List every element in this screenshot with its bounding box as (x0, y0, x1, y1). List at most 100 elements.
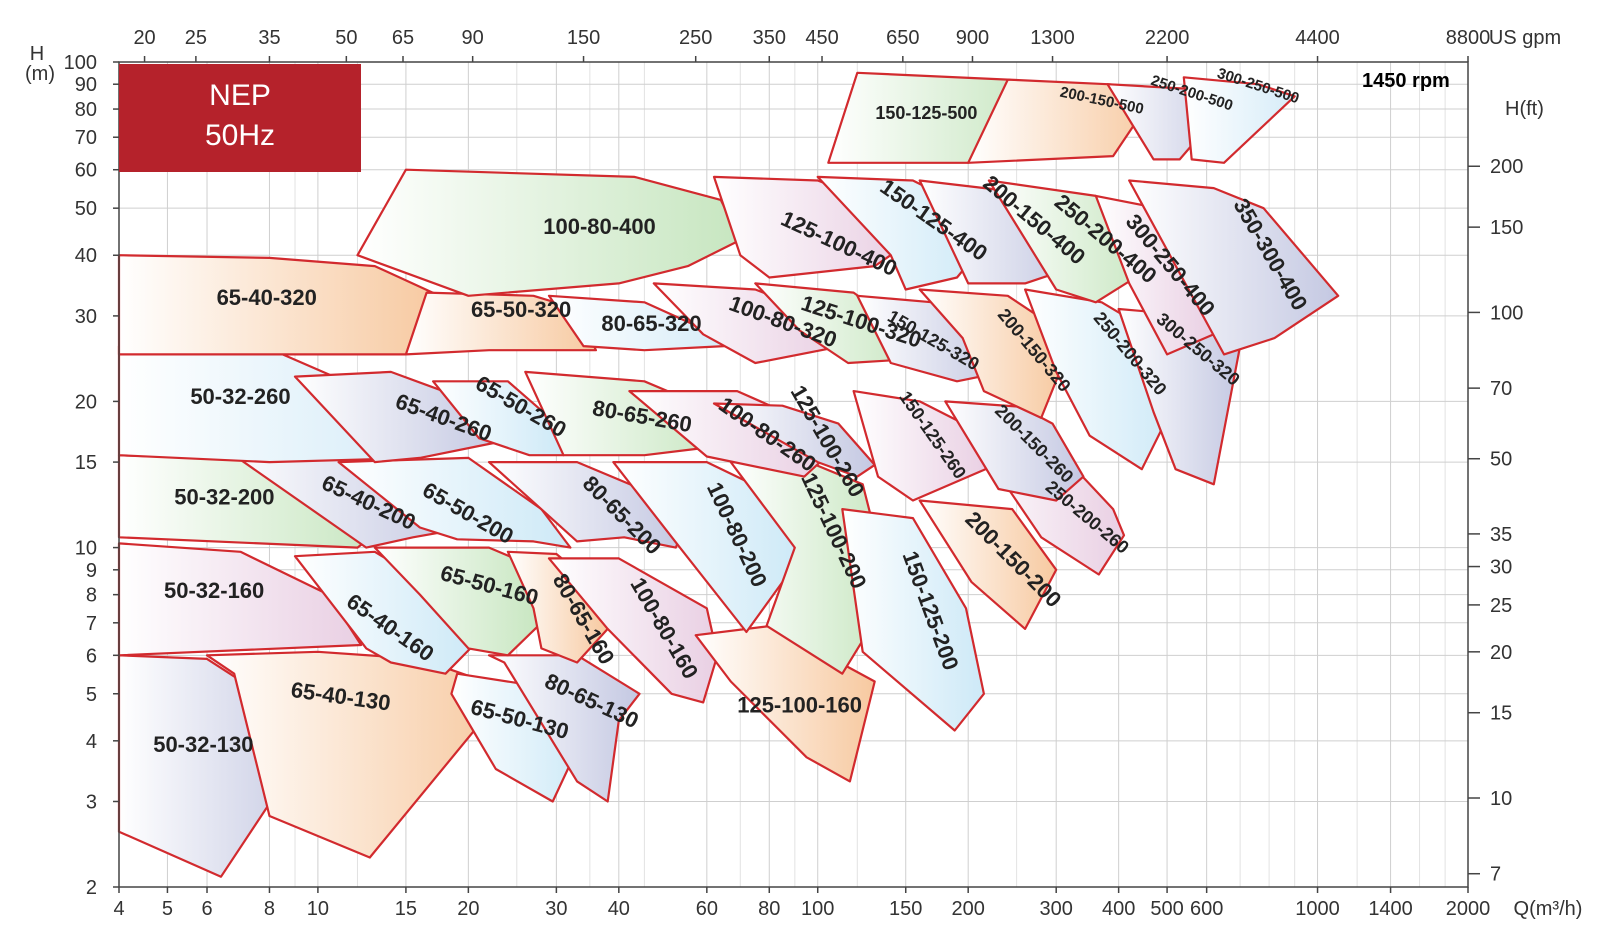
curve-area-300-250-500 (1182, 76, 1296, 164)
y-tick-label: 15 (75, 452, 97, 474)
x-tick-label: 1000 (1295, 898, 1340, 920)
top-tick-label: 900 (956, 27, 989, 49)
top-tick-label: 450 (805, 27, 838, 49)
top-tick-label: 4400 (1295, 27, 1340, 49)
right-tick-label: 70 (1490, 378, 1512, 400)
top-tick-label: 250 (679, 27, 712, 49)
y-tick-label: 8 (86, 585, 97, 607)
right-tick-label: 15 (1490, 703, 1512, 725)
x-tick-label: 600 (1190, 898, 1223, 920)
top-tick-label: 1300 (1030, 27, 1075, 49)
series-label: 50-32-260 (190, 384, 290, 409)
y-tick-label: 90 (75, 74, 97, 96)
y-tick-label: 9 (86, 560, 97, 582)
top-tick-label: 35 (258, 27, 280, 49)
x-tick-label: 60 (696, 898, 718, 920)
y-tick-label: 5 (86, 684, 97, 706)
y-tick-label: 70 (75, 127, 97, 149)
top-tick-label: 650 (886, 27, 919, 49)
x-tick-label: 200 (951, 898, 984, 920)
right-tick-label: 200 (1490, 156, 1523, 178)
axes: 4 5 6 8 10 15 20 30 40 60 80 100 150 200 300 400 500 600 1… (25, 27, 1582, 920)
series-label: 150-125-500 (875, 103, 977, 123)
right-tick-label: 100 (1490, 302, 1523, 324)
series-label: 125-100-160 (737, 693, 862, 718)
top-tick-label: 90 (462, 27, 484, 49)
curve-area-150-125-200 (841, 508, 986, 732)
top-tick-label: 50 (335, 27, 357, 49)
series-label: 50-32-200 (174, 485, 274, 510)
x-tick-label: 100 (801, 898, 834, 920)
right-tick-label: 35 (1490, 524, 1512, 546)
y-tick-label: 7 (86, 613, 97, 635)
plot-frame (118, 61, 1469, 888)
series-label: 80-65-320 (601, 311, 701, 336)
x-tick-label: 30 (545, 898, 567, 920)
y-tick-label: 3 (86, 791, 97, 813)
y-tick-label: 2 (86, 877, 97, 899)
rpm-label: 1450 rpm (1362, 70, 1450, 92)
badge-brand: NEP (209, 79, 271, 112)
top-tick-label: 25 (185, 27, 207, 49)
curve-area-65-50-200 (337, 456, 572, 549)
y-tick-label: 80 (75, 99, 97, 121)
curve-area-65-50-160 (373, 546, 543, 657)
y-tick-label: 6 (86, 645, 97, 667)
right-tick-label: 20 (1490, 642, 1512, 664)
series-label: 65-40-320 (217, 285, 317, 310)
y-axis-label-unit: (m) (25, 63, 55, 85)
y-tick-label: 60 (75, 160, 97, 182)
top-tick-label: 350 (753, 27, 786, 49)
x-tick-label: 1400 (1368, 898, 1413, 920)
series-label: 100-80-400 (543, 214, 656, 239)
x-tick-label: 400 (1102, 898, 1135, 920)
right-axis-label: H(ft) (1505, 98, 1544, 120)
curve-area-200-150-200 (918, 499, 1058, 631)
top-axis-label: US gpm (1489, 27, 1561, 49)
x-axis-label: Q(m³/h) (1514, 898, 1583, 920)
x-tick-label: 6 (201, 898, 212, 920)
right-tick-label: 50 (1490, 449, 1512, 471)
y-tick-label: 100 (64, 52, 97, 74)
top-tick-label: 20 (133, 27, 155, 49)
y-tick-label: 20 (75, 391, 97, 413)
nep-50hz-badge: NEP 50Hz (119, 64, 361, 172)
x-tick-label: 20 (457, 898, 479, 920)
right-tick-label: 7 (1490, 864, 1501, 886)
x-tick-label: 80 (758, 898, 780, 920)
series-label: 50-32-130 (153, 732, 253, 757)
x-tick-label: 8 (264, 898, 275, 920)
y-tick-label: 10 (75, 538, 97, 560)
right-tick-label: 150 (1490, 217, 1523, 239)
right-tick-label: 25 (1490, 595, 1512, 617)
top-tick-label: 150 (567, 27, 600, 49)
top-tick-label: 65 (392, 27, 414, 49)
x-tick-label: 500 (1150, 898, 1183, 920)
x-tick-label: 300 (1040, 898, 1073, 920)
x-tick-label: 4 (113, 898, 124, 920)
x-tick-label: 10 (307, 898, 329, 920)
right-tick-label: 30 (1490, 557, 1512, 579)
x-tick-label: 2000 (1446, 898, 1491, 920)
x-tick-label: 15 (395, 898, 417, 920)
top-tick-label: 2200 (1145, 27, 1190, 49)
curve-area-350-300-400 (1128, 179, 1340, 356)
curve-area-65-50-320 (404, 291, 598, 356)
curve-area-200-150-320 (918, 288, 1065, 419)
x-tick-label: 5 (162, 898, 173, 920)
y-tick-label: 50 (75, 198, 97, 220)
curve-area-65-40-130 (205, 650, 509, 859)
curve-area-80-65-130 (487, 654, 641, 803)
y-axis-label-h: H (30, 43, 44, 65)
curve-area-100-80-160 (547, 557, 719, 704)
series-label: 65-50-320 (471, 297, 571, 322)
top-tick-label: 8800 (1446, 27, 1491, 49)
x-tick-label: 40 (608, 898, 630, 920)
series-label: 50-32-160 (164, 578, 264, 603)
right-tick-label: 10 (1490, 788, 1512, 810)
badge-frequency: 50Hz (204, 119, 276, 152)
y-tick-label: 4 (86, 731, 97, 753)
